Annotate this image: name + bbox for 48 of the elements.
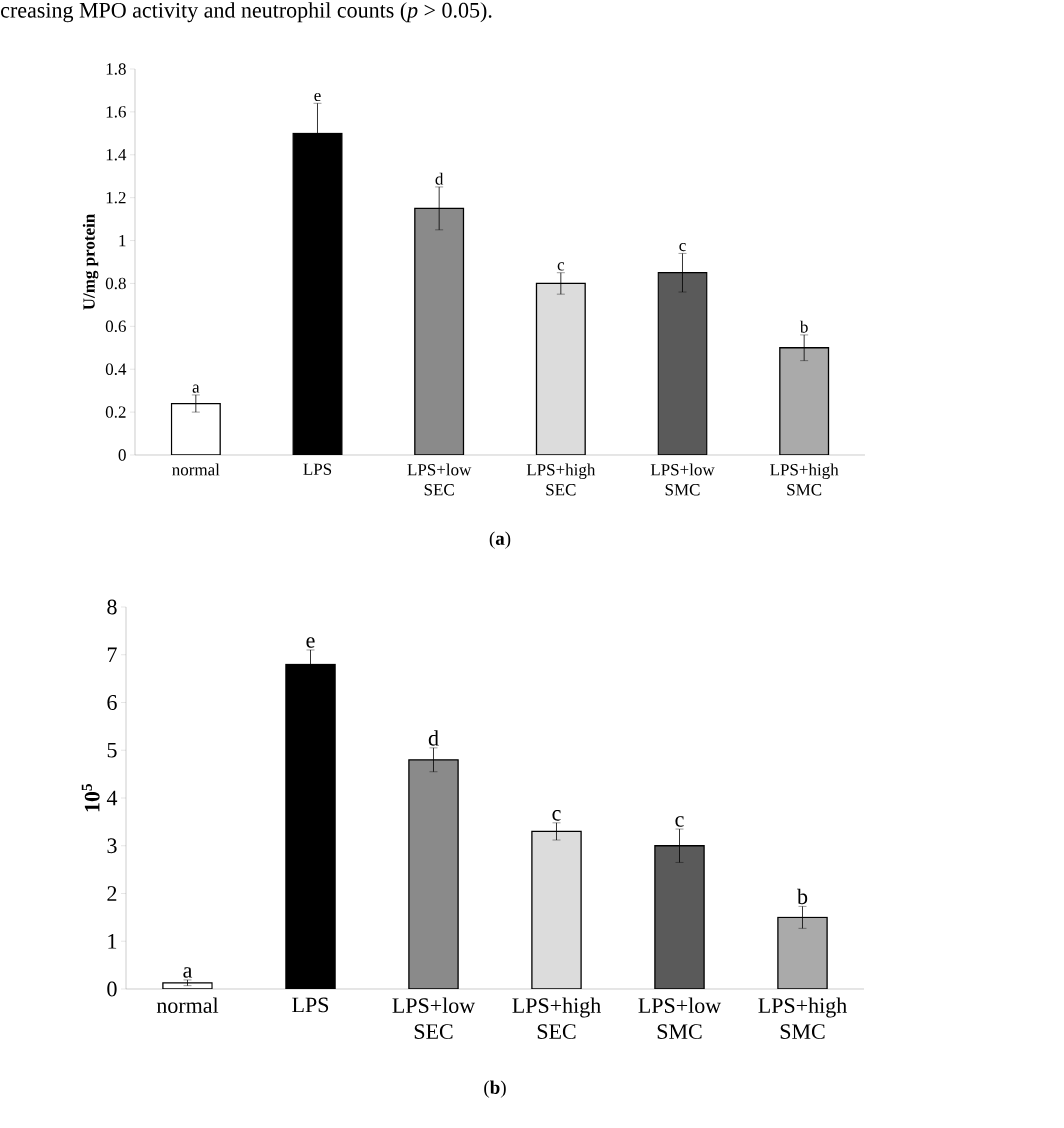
data-label: a: [192, 384, 200, 393]
data-label: d: [435, 172, 444, 185]
y-tick-label: 3: [107, 838, 117, 854]
data-label: c: [679, 243, 686, 252]
y-tick-label: 0.4: [105, 363, 127, 375]
data-label: c: [675, 816, 684, 827]
x-tick-label: LPS+high SMC: [758, 997, 847, 1040]
y-axis-title: 10$^{5}$: [81, 783, 100, 812]
y-tick-label: 1.8: [106, 63, 126, 75]
x-tick-label: LPS+high SMC: [770, 463, 839, 496]
y-tick-label: 0.2: [105, 406, 126, 418]
y-tick-label: 0: [107, 981, 117, 997]
y-tick-label: 1.4: [106, 149, 127, 161]
x-tick-label: normal: [172, 463, 220, 476]
x-tick-label: normal: [156, 997, 219, 1014]
data-label: e: [306, 637, 315, 648]
x-tick-label: LPS+low SMC: [650, 463, 715, 496]
data-label: c: [557, 262, 565, 271]
y-tick-label: 6: [107, 695, 117, 710]
y-tick-label: 1.6: [106, 106, 126, 118]
y-tick-label: 1: [108, 933, 117, 949]
text: (b): [484, 1080, 506, 1098]
y-tick-label: 7: [107, 647, 117, 662]
data-label: d: [428, 730, 439, 746]
y-tick-label: 2: [107, 886, 117, 901]
x-tick-label: LPS+low SEC: [392, 997, 476, 1040]
y-tick-label: 0.6: [105, 320, 126, 333]
text: creasing MPO activity and neutrophil counts (p > 0.05).: [1, 2, 492, 23]
y-tick-label: 1: [119, 234, 126, 247]
x-tick-label: LPS: [292, 997, 329, 1013]
x-tick-label: LPS+low SEC: [407, 463, 472, 496]
data-label: e: [314, 92, 321, 102]
data-label: b: [797, 888, 808, 905]
y-tick-label: 5: [107, 742, 117, 758]
x-tick-label: LPS+low SMC: [638, 997, 722, 1040]
x-tick-label: LPS+high SEC: [526, 463, 596, 496]
x-tick-label: LPS: [303, 463, 332, 475]
text: (a): [489, 531, 511, 549]
data-label: b: [799, 320, 808, 333]
y-tick-label: 1.2: [106, 191, 126, 204]
y-tick-label: 0: [118, 449, 126, 461]
data-label: c: [552, 810, 561, 821]
data-label: a: [183, 967, 193, 978]
y-tick-label: 8: [107, 599, 117, 615]
x-tick-label: LPS+high SEC: [512, 997, 601, 1040]
y-axis-title: U/mg protein: [82, 214, 99, 310]
y-tick-label: 0.8: [105, 277, 126, 290]
y-tick-label: 4: [106, 790, 118, 806]
